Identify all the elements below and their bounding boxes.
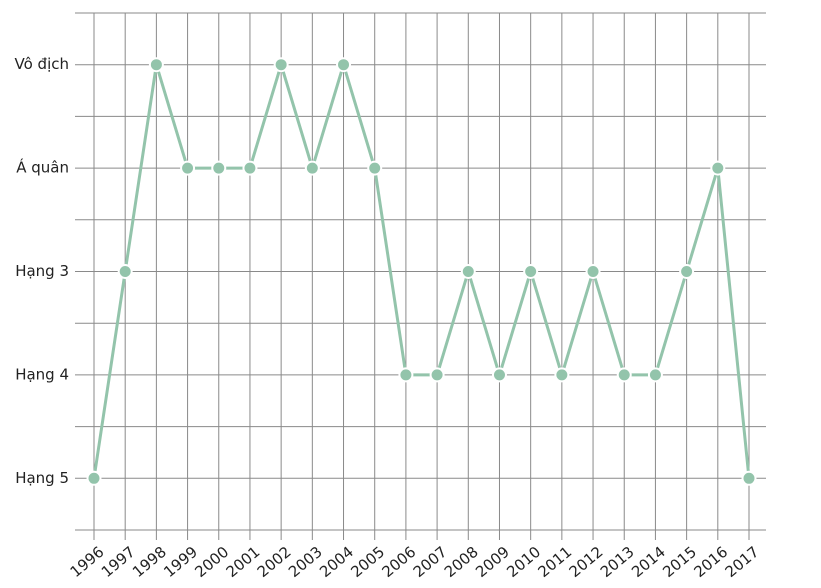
y-tick-label: Hạng 5 — [15, 469, 69, 487]
x-tick-label: 1997 — [98, 543, 139, 581]
y-tick-label: Á quân — [16, 158, 69, 177]
y-tick-label: Hạng 3 — [15, 262, 69, 280]
point — [460, 264, 476, 279]
x-tick-label: 2011 — [534, 543, 575, 581]
x-tick-label: 2001 — [223, 543, 264, 581]
point — [180, 160, 196, 176]
x-tick-label: 2002 — [254, 543, 295, 581]
point — [148, 57, 164, 73]
x-tick-label: 1998 — [129, 543, 170, 581]
x-tick-label: 1999 — [160, 543, 201, 581]
x-tick-label: 2008 — [441, 543, 482, 581]
x-tick-label: 2003 — [285, 543, 326, 581]
x-tick-label: 1996 — [67, 543, 108, 581]
x-tick-label: 2000 — [191, 543, 232, 581]
point — [710, 160, 726, 176]
point — [523, 264, 539, 279]
x-tick-label: 2007 — [410, 543, 451, 581]
point — [211, 160, 227, 176]
point — [429, 367, 445, 383]
y-tick-label: Vô địch — [15, 55, 70, 73]
x-tick-label: 2006 — [379, 543, 420, 581]
x-tick-label: 2017 — [722, 543, 763, 581]
point — [398, 367, 414, 383]
x-tick-label: 2009 — [472, 543, 513, 581]
point — [336, 57, 352, 73]
x-tick-label: 2012 — [566, 543, 607, 581]
point — [304, 160, 320, 176]
point — [367, 160, 383, 176]
point — [679, 264, 695, 279]
x-tick-label: 2005 — [347, 543, 388, 581]
point — [491, 367, 507, 383]
point — [647, 367, 663, 383]
x-tick-label: 2013 — [597, 543, 638, 581]
x-tick-label: 2015 — [659, 543, 700, 581]
point — [741, 470, 757, 486]
y-tick-label: Hạng 4 — [15, 365, 69, 383]
point — [242, 160, 258, 176]
point — [554, 367, 570, 383]
point — [273, 57, 289, 73]
point — [117, 264, 133, 279]
point — [585, 264, 601, 279]
point — [616, 367, 632, 383]
x-tick-label: 2004 — [316, 543, 357, 581]
x-tick-label: 2010 — [503, 543, 544, 581]
x-tick-label: 2016 — [690, 543, 731, 581]
series-line — [92, 63, 751, 479]
x-tick-label: 2014 — [628, 543, 669, 581]
point — [86, 470, 102, 486]
